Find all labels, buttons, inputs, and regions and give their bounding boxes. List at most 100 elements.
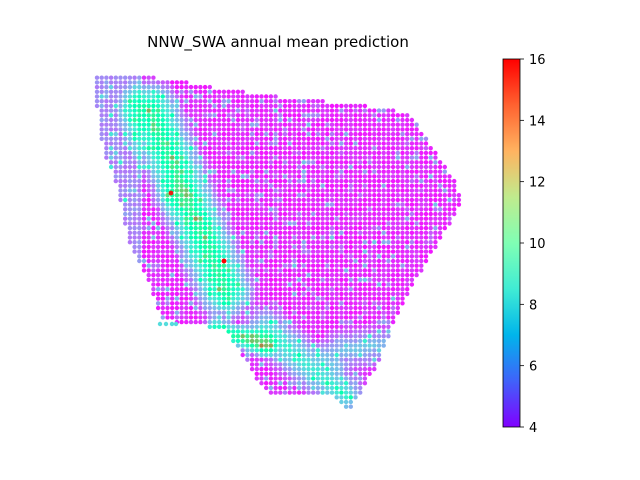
data-point [268, 376, 274, 381]
data-point [296, 268, 302, 273]
data-point [296, 371, 302, 376]
data-point [273, 169, 278, 174]
data-point [245, 334, 250, 339]
data-point [259, 141, 264, 146]
data-point [254, 178, 259, 184]
data-point [264, 122, 269, 127]
data-point [170, 202, 175, 207]
data-point [184, 155, 189, 160]
data-point [193, 141, 198, 146]
data-point [334, 244, 339, 250]
data-point [287, 390, 292, 395]
data-point [315, 334, 321, 339]
data-point [235, 296, 241, 301]
data-point [409, 127, 415, 132]
data-point [339, 357, 344, 362]
data-point [419, 160, 424, 165]
data-point [259, 155, 264, 160]
data-point [320, 249, 325, 254]
data-point [292, 305, 297, 311]
data-point [358, 258, 363, 264]
data-point [315, 315, 321, 320]
data-point [376, 305, 382, 311]
data-point [184, 80, 189, 85]
data-point [325, 146, 330, 151]
data-point [296, 338, 302, 344]
data-point [240, 324, 245, 329]
data-point [320, 390, 325, 395]
data-point [160, 188, 165, 193]
data-point [376, 348, 382, 353]
data-point [212, 315, 217, 320]
data-point [132, 249, 137, 254]
data-point [348, 338, 353, 344]
data-point [278, 343, 283, 348]
data-point [339, 296, 344, 301]
data-point [165, 183, 170, 188]
data-point [367, 244, 372, 250]
data-point [334, 131, 339, 137]
data-point [231, 127, 236, 132]
data-point [367, 371, 372, 376]
data-point [207, 169, 212, 174]
data-point [320, 366, 325, 372]
data-point [146, 103, 151, 109]
data-point [198, 188, 203, 193]
data-point [273, 146, 278, 151]
data-point [400, 188, 405, 193]
data-point [343, 150, 349, 156]
data-point [118, 178, 123, 184]
data-point [118, 75, 123, 80]
data-point [249, 258, 255, 264]
data-point [353, 183, 358, 188]
data-point [146, 122, 151, 127]
data-point [329, 103, 335, 109]
data-point [170, 211, 175, 217]
data-point [193, 94, 198, 99]
data-point [198, 272, 203, 278]
data-point [320, 230, 325, 235]
hotspot-point [221, 258, 227, 264]
data-point [264, 136, 269, 141]
data-point [104, 75, 109, 80]
data-point [264, 376, 269, 381]
data-point [400, 268, 405, 273]
data-point [334, 174, 339, 179]
data-point [170, 258, 175, 264]
data-point [184, 310, 189, 315]
data-point [282, 221, 288, 226]
data-point [207, 141, 212, 146]
colorbar-gradient [502, 58, 521, 428]
data-point [207, 258, 212, 264]
data-point [400, 155, 405, 160]
data-point [334, 287, 339, 292]
data-point [249, 164, 255, 170]
data-point [343, 113, 349, 118]
data-point [226, 136, 231, 141]
data-point [273, 164, 278, 170]
data-point [160, 178, 165, 184]
data-point [254, 136, 259, 141]
data-point [174, 221, 180, 226]
data-point [311, 146, 316, 151]
data-point [264, 357, 269, 362]
data-point [99, 89, 104, 95]
data-point [127, 207, 133, 212]
data-point [254, 338, 259, 344]
data-point [174, 277, 180, 282]
data-point [423, 174, 429, 179]
data-point [104, 94, 109, 99]
data-point [306, 216, 311, 221]
data-point [273, 174, 278, 179]
data-point [301, 122, 306, 127]
data-point [419, 150, 424, 156]
data-point [104, 113, 109, 118]
data-point [372, 329, 377, 334]
data-point [170, 103, 175, 109]
data-point [362, 117, 368, 123]
data-point [325, 287, 330, 292]
data-point [348, 324, 353, 329]
data-point [179, 216, 184, 221]
data-point [358, 108, 363, 113]
data-point [155, 221, 161, 226]
